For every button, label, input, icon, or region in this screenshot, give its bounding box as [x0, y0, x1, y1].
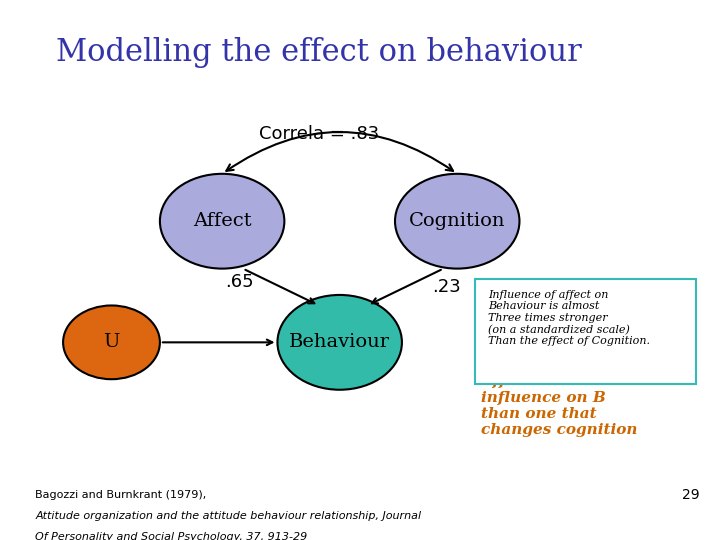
Text: Modelling the effect on behaviour: Modelling the effect on behaviour [56, 37, 582, 68]
Text: Influence of affect on
Behaviour is almost
Three times stronger
(on a standardiz: Influence of affect on Behaviour is almo… [488, 289, 650, 347]
Text: U: U [103, 333, 120, 352]
Text: .23: .23 [433, 278, 462, 296]
Text: Behaviour: Behaviour [289, 333, 390, 352]
Circle shape [63, 306, 160, 379]
Text: 29: 29 [682, 488, 699, 502]
FancyBboxPatch shape [474, 279, 696, 384]
Text: Bagozzi and Burnkrant (1979),: Bagozzi and Burnkrant (1979), [35, 490, 207, 500]
Text: Correla = .83: Correla = .83 [258, 125, 379, 143]
FancyArrowPatch shape [226, 132, 453, 171]
Text: .65: .65 [225, 273, 253, 291]
Circle shape [395, 174, 519, 268]
Text: Affect: Affect [193, 212, 251, 230]
Text: A policy that changes
Affect will have more
influence on B
than one that
changes: A policy that changes Affect will have m… [482, 358, 665, 437]
Circle shape [160, 174, 284, 268]
Text: Of Personality and Social Psychology, 37, 913-29: Of Personality and Social Psychology, 37… [35, 532, 307, 540]
Text: Cognition: Cognition [409, 212, 505, 230]
Text: Attitude organization and the attitude behaviour relationship, Journal: Attitude organization and the attitude b… [35, 511, 421, 521]
Circle shape [277, 295, 402, 390]
